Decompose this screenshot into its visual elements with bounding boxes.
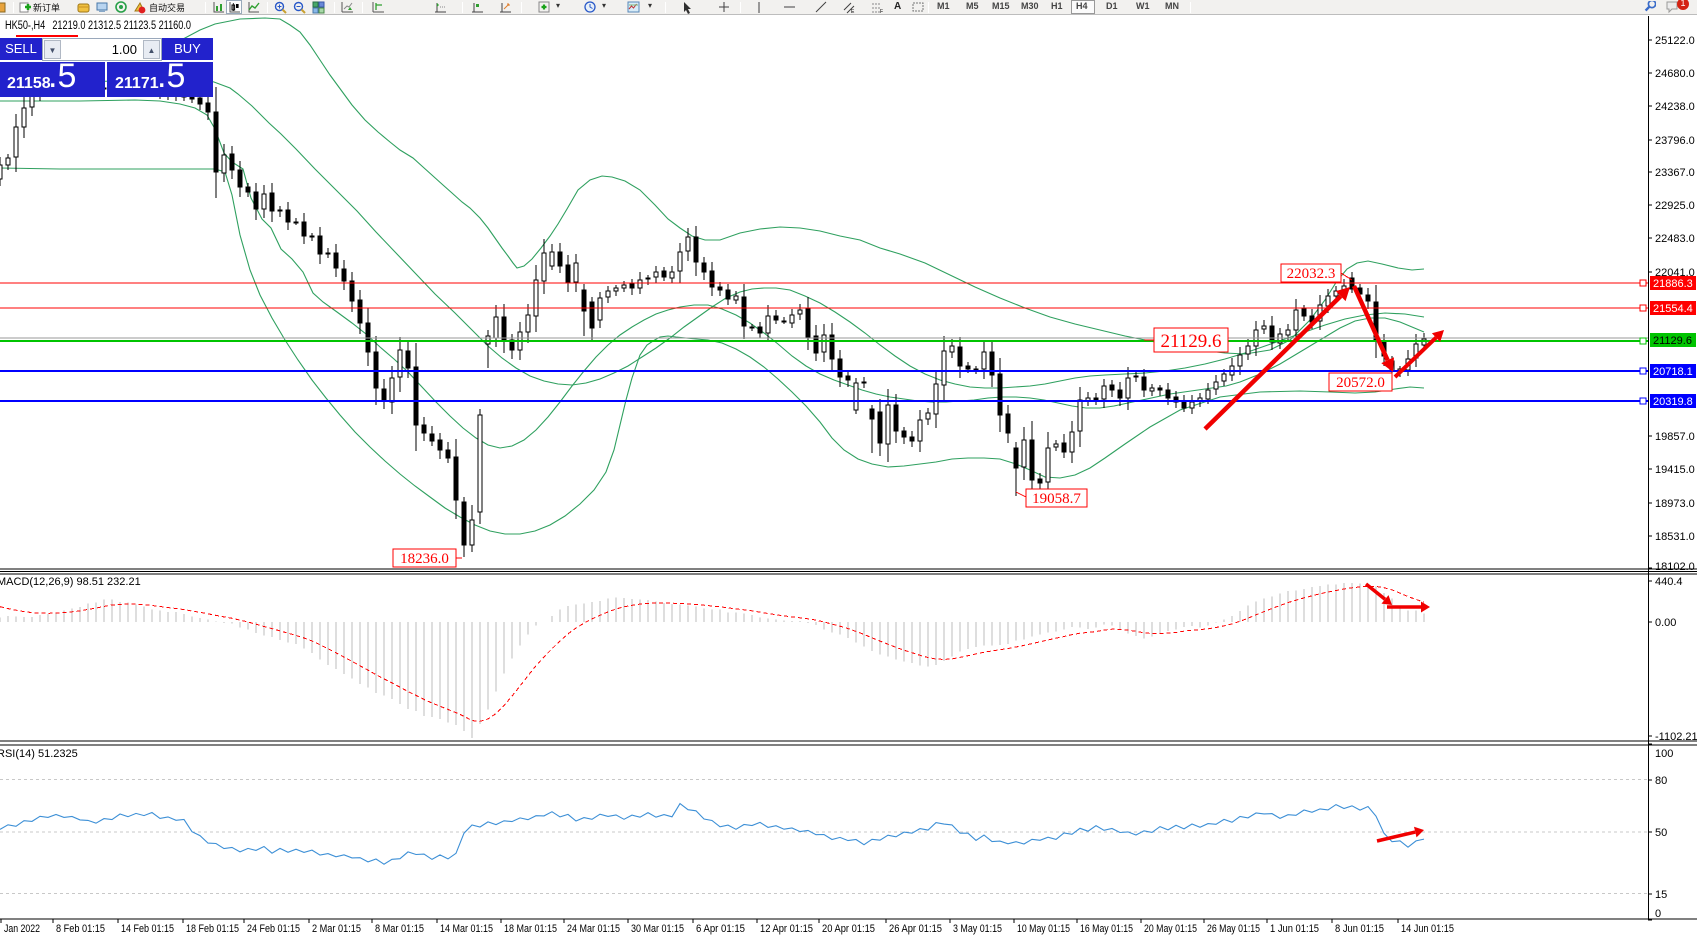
svg-text:18973.0: 18973.0 [1655, 498, 1695, 510]
svg-text:19415.0: 19415.0 [1655, 464, 1695, 476]
svg-text:18102.0: 18102.0 [1655, 561, 1695, 573]
svg-text:18 Feb 01:15: 18 Feb 01:15 [186, 923, 239, 935]
svg-text:1 Jun 01:15: 1 Jun 01:15 [1270, 923, 1319, 935]
svg-text:26 May 01:15: 26 May 01:15 [1207, 923, 1260, 935]
svg-text:20319.8: 20319.8 [1653, 396, 1693, 408]
svg-text:80: 80 [1655, 775, 1667, 787]
svg-text:3 May 01:15: 3 May 01:15 [953, 923, 1002, 935]
svg-text:18 Mar 01:15: 18 Mar 01:15 [504, 923, 557, 935]
svg-text:Jan 2022: Jan 2022 [4, 923, 40, 935]
svg-text:6 Apr 01:15: 6 Apr 01:15 [696, 923, 745, 935]
svg-text:23796.0: 23796.0 [1655, 135, 1695, 147]
svg-text:14 Feb 01:15: 14 Feb 01:15 [121, 923, 174, 935]
svg-text:21129.6: 21129.6 [1653, 335, 1692, 347]
svg-text:30 Mar 01:15: 30 Mar 01:15 [631, 923, 684, 935]
svg-text:20718.1: 20718.1 [1653, 366, 1693, 378]
svg-text:19058.7: 19058.7 [1032, 491, 1081, 507]
svg-text:21554.4: 21554.4 [1653, 303, 1693, 315]
svg-text:20 Apr 01:15: 20 Apr 01:15 [822, 923, 875, 935]
svg-text:10 May 01:15: 10 May 01:15 [1017, 923, 1070, 935]
svg-text:8 Mar 01:15: 8 Mar 01:15 [375, 923, 424, 935]
svg-text:12 Apr 01:15: 12 Apr 01:15 [760, 923, 813, 935]
svg-text:26 Apr 01:15: 26 Apr 01:15 [889, 923, 942, 935]
svg-text:E: E [851, 9, 855, 14]
svg-text:HK50-,H4 21219.0 21312.5 2112: HK50-,H4 21219.0 21312.5 21123.5 21160.0 [5, 20, 191, 32]
svg-text:24238.0: 24238.0 [1655, 101, 1695, 113]
svg-text:23367.0: 23367.0 [1655, 167, 1695, 179]
svg-text:440.4: 440.4 [1655, 576, 1683, 588]
svg-text:15: 15 [1655, 889, 1667, 901]
svg-text:F: F [880, 9, 883, 14]
svg-text:14 Jun 01:15: 14 Jun 01:15 [1401, 923, 1454, 935]
svg-text:20 May 01:15: 20 May 01:15 [1144, 923, 1197, 935]
svg-text:50: 50 [1655, 827, 1667, 839]
svg-text:25122.0: 25122.0 [1655, 35, 1695, 47]
svg-text:2 Mar 01:15: 2 Mar 01:15 [312, 923, 361, 935]
svg-text:8 Feb 01:15: 8 Feb 01:15 [56, 923, 105, 935]
svg-text:20572.0: 20572.0 [1336, 375, 1385, 391]
svg-text:22032.3: 22032.3 [1287, 266, 1336, 282]
svg-text:16 May 01:15: 16 May 01:15 [1080, 923, 1133, 935]
svg-text:24 Feb 01:15: 24 Feb 01:15 [247, 923, 300, 935]
svg-text:-1102.21: -1102.21 [1655, 731, 1697, 743]
svg-text:8 Jun 01:15: 8 Jun 01:15 [1335, 923, 1384, 935]
svg-text:18236.0: 18236.0 [400, 551, 449, 567]
svg-text:24 Mar 01:15: 24 Mar 01:15 [567, 923, 620, 935]
svg-text:22483.0: 22483.0 [1655, 233, 1695, 245]
svg-text:100: 100 [1655, 748, 1673, 760]
svg-text:21129.6: 21129.6 [1160, 331, 1221, 352]
svg-text:24680.0: 24680.0 [1655, 68, 1695, 80]
svg-text:21886.3: 21886.3 [1653, 278, 1693, 290]
svg-text:14 Mar 01:15: 14 Mar 01:15 [440, 923, 493, 935]
svg-text:18531.0: 18531.0 [1655, 531, 1695, 543]
svg-text:0: 0 [1655, 908, 1661, 920]
svg-text:0.00: 0.00 [1655, 617, 1676, 629]
svg-text:19857.0: 19857.0 [1655, 431, 1695, 443]
svg-text:22925.0: 22925.0 [1655, 200, 1695, 212]
